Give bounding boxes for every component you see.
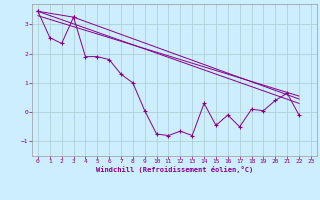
X-axis label: Windchill (Refroidissement éolien,°C): Windchill (Refroidissement éolien,°C) [96,166,253,173]
